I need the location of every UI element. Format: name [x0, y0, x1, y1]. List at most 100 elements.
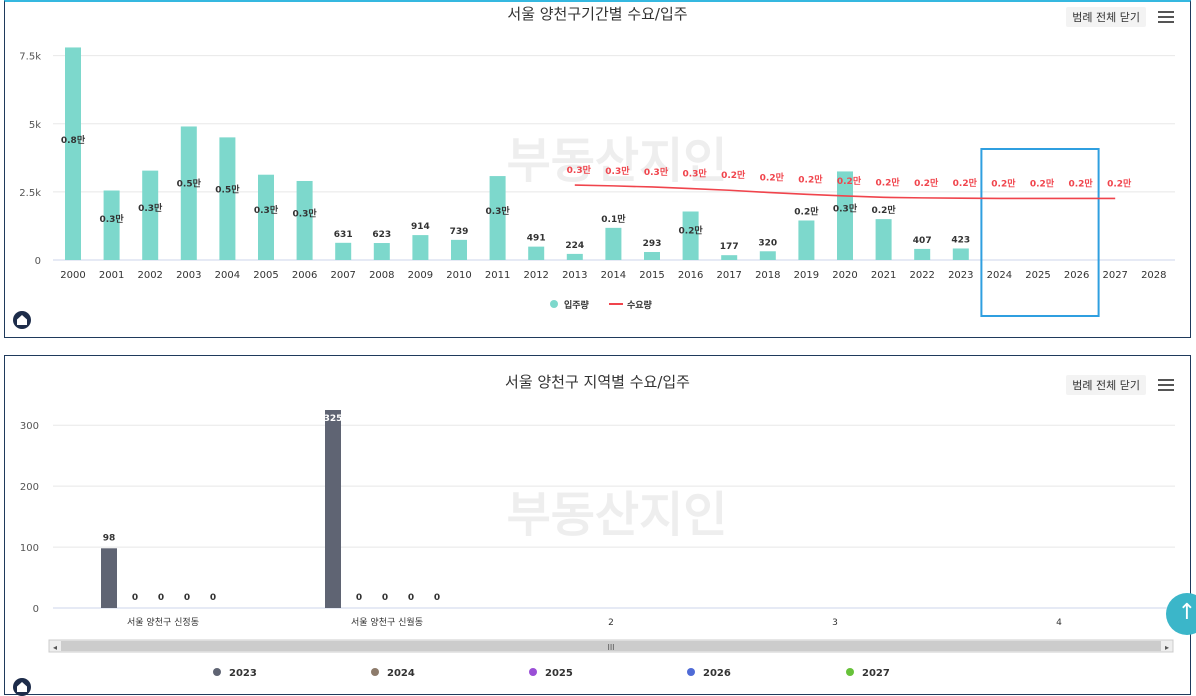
- bar-입주량-2022: [914, 248, 931, 260]
- legend-label: 2023: [229, 668, 257, 679]
- line-data-label: 0.2만: [1068, 177, 1093, 189]
- x-tick-label: 2021: [871, 270, 896, 281]
- legend-marker-2023: [213, 668, 221, 676]
- x-tick-label: 2019: [794, 270, 819, 281]
- bar-입주량-2003: [180, 126, 197, 260]
- line-data-label: 0.2만: [721, 169, 746, 181]
- x-tick-label: 2012: [523, 270, 548, 281]
- bar-data-label: 0.5만: [215, 184, 240, 196]
- line-data-label: 0.3만: [605, 165, 630, 177]
- x-tick-label: 2028: [1141, 270, 1166, 281]
- region-chart: 부동산지인 0 100 200 300 서울 양천구 신정동 서울 양천구 신월동 2 3 4 98…: [20, 410, 1175, 679]
- legend-close-all-button[interactable]: 범례 전체 닫기: [1066, 7, 1146, 27]
- y-tick-label: 0: [35, 256, 41, 267]
- x-tick-label: 2002: [137, 270, 162, 281]
- x-tick-label: 2023: [948, 270, 973, 281]
- legend-label: 입주량: [564, 299, 590, 311]
- bar-data-label: 0.1만: [601, 213, 626, 225]
- series-line-수요량: [574, 184, 1116, 200]
- y-tick-label: 300: [20, 421, 39, 432]
- y-tick-label: 7.5k: [19, 52, 41, 63]
- legend-label: 2024: [387, 668, 415, 679]
- x-tick-label: 2008: [369, 270, 394, 281]
- region-chart-panel: 서울 양천구 지역별 수요/입주 범례 전체 닫기 부동산지인 0 100 200 30…: [4, 355, 1191, 696]
- legend-label: 2026: [703, 668, 731, 679]
- bar-data-label: 224: [565, 241, 584, 251]
- bar-data-label: 914: [411, 222, 430, 232]
- bar-입주량-2001: [103, 190, 120, 260]
- home-logo-icon[interactable]: [13, 678, 31, 696]
- bar-입주량-2004: [219, 137, 236, 260]
- bar-data-label: 0.3만: [292, 208, 317, 220]
- bar-입주량-2020: [837, 171, 853, 260]
- x-tick-label: 2025: [1025, 270, 1050, 281]
- x-tick-label: 2006: [292, 270, 317, 281]
- x-tick-label: 2007: [330, 270, 355, 281]
- bar-data-label: 0.3만: [99, 213, 124, 225]
- period-chart-panel: 서울 양천구기간별 수요/입주 범례 전체 닫기 부동산지인 0 2.5k 5k 7.5…: [4, 0, 1191, 338]
- legend-marker-2027: [846, 668, 854, 676]
- bar-data-label: 293: [643, 239, 662, 249]
- home-logo-icon[interactable]: [13, 311, 31, 329]
- y-tick-label: 100: [20, 543, 39, 554]
- watermark-text: 부동산지인: [507, 487, 728, 543]
- bar-data-label: 623: [372, 230, 391, 240]
- x-tick-label: 2000: [60, 270, 85, 281]
- bar-입주량-2005: [258, 174, 274, 260]
- y-tick-label: 200: [20, 482, 39, 493]
- bar-입주량-2012: [528, 246, 545, 260]
- line-data-label: 0.3만: [682, 168, 707, 180]
- x-tick-label: 2010: [446, 270, 471, 281]
- legend-label: 2027: [862, 668, 890, 679]
- scrollbar-thumb: [61, 641, 1161, 651]
- legend-label: 수요량: [627, 299, 653, 311]
- x-tick-label: 2016: [678, 270, 703, 281]
- x-tick-label: 4: [1056, 618, 1062, 628]
- x-tick-label: 2001: [99, 270, 124, 281]
- x-tick-label: 2017: [716, 270, 741, 281]
- line-data-label: 0.2만: [914, 177, 939, 189]
- scroll-top-button[interactable]: ↑: [1166, 593, 1196, 635]
- chart-title: 서울 양천구 지역별 수요/입주: [505, 373, 690, 391]
- bar-data-label: 0: [408, 593, 414, 603]
- chart-title: 서울 양천구기간별 수요/입주: [507, 5, 688, 23]
- bar-입주량-2009: [412, 235, 429, 260]
- y-tick-label: 2.5k: [19, 188, 41, 199]
- bar-data-label: 0: [184, 593, 190, 603]
- x-tick-label: 2020: [832, 270, 857, 281]
- bar-입주량-2008: [373, 243, 390, 260]
- y-tick-label: 5k: [29, 120, 41, 131]
- legend-marker-2024: [371, 668, 379, 676]
- legend-label: 2025: [545, 668, 573, 679]
- bar-data-label: 320: [758, 238, 777, 248]
- bar-입주량-2007: [335, 242, 352, 260]
- x-tick-label: 2003: [176, 270, 201, 281]
- bar-입주량-2023: [952, 248, 969, 260]
- arrow-up-icon: ↑: [1177, 600, 1196, 625]
- bar-입주량-2002: [142, 170, 159, 260]
- bar-data-label: 0: [434, 593, 440, 603]
- bar-입주량-2013: [566, 253, 583, 260]
- legend-marker-2026: [687, 668, 695, 676]
- y-tick-label: 0: [33, 604, 39, 615]
- bar-data-label: 0: [382, 593, 388, 603]
- bar-data-label: 0: [210, 593, 216, 603]
- bar-data-label: 325: [324, 414, 343, 424]
- period-chart: 부동산지인 0 2.5k 5k 7.5k 0.8만 0.3만 0.3만 0.5만 0.5만 0.3만…: [19, 47, 1175, 317]
- x-tick-label: 2022: [909, 270, 934, 281]
- bar-입주량-2006: [296, 180, 313, 260]
- scroll-left-arrow: ◂: [53, 643, 57, 652]
- bar-입주량-2014: [605, 227, 622, 260]
- bar-입주량-2017: [721, 255, 738, 260]
- line-data-label: 0.2만: [991, 177, 1016, 189]
- watermark-text: 부동산지인: [507, 133, 728, 189]
- legend-marker-입주량: [550, 300, 558, 308]
- hamburger-menu-icon[interactable]: [1158, 11, 1174, 23]
- bar-data-label: 0.2만: [678, 224, 703, 236]
- bar-data-label: 0.2만: [871, 204, 896, 216]
- bar-data-label: 177: [720, 242, 739, 252]
- line-data-label: 0.2만: [953, 177, 978, 189]
- legend-close-all-button[interactable]: 범례 전체 닫기: [1066, 375, 1146, 395]
- bar-data-label: 0: [158, 593, 164, 603]
- hamburger-menu-icon[interactable]: [1158, 379, 1174, 391]
